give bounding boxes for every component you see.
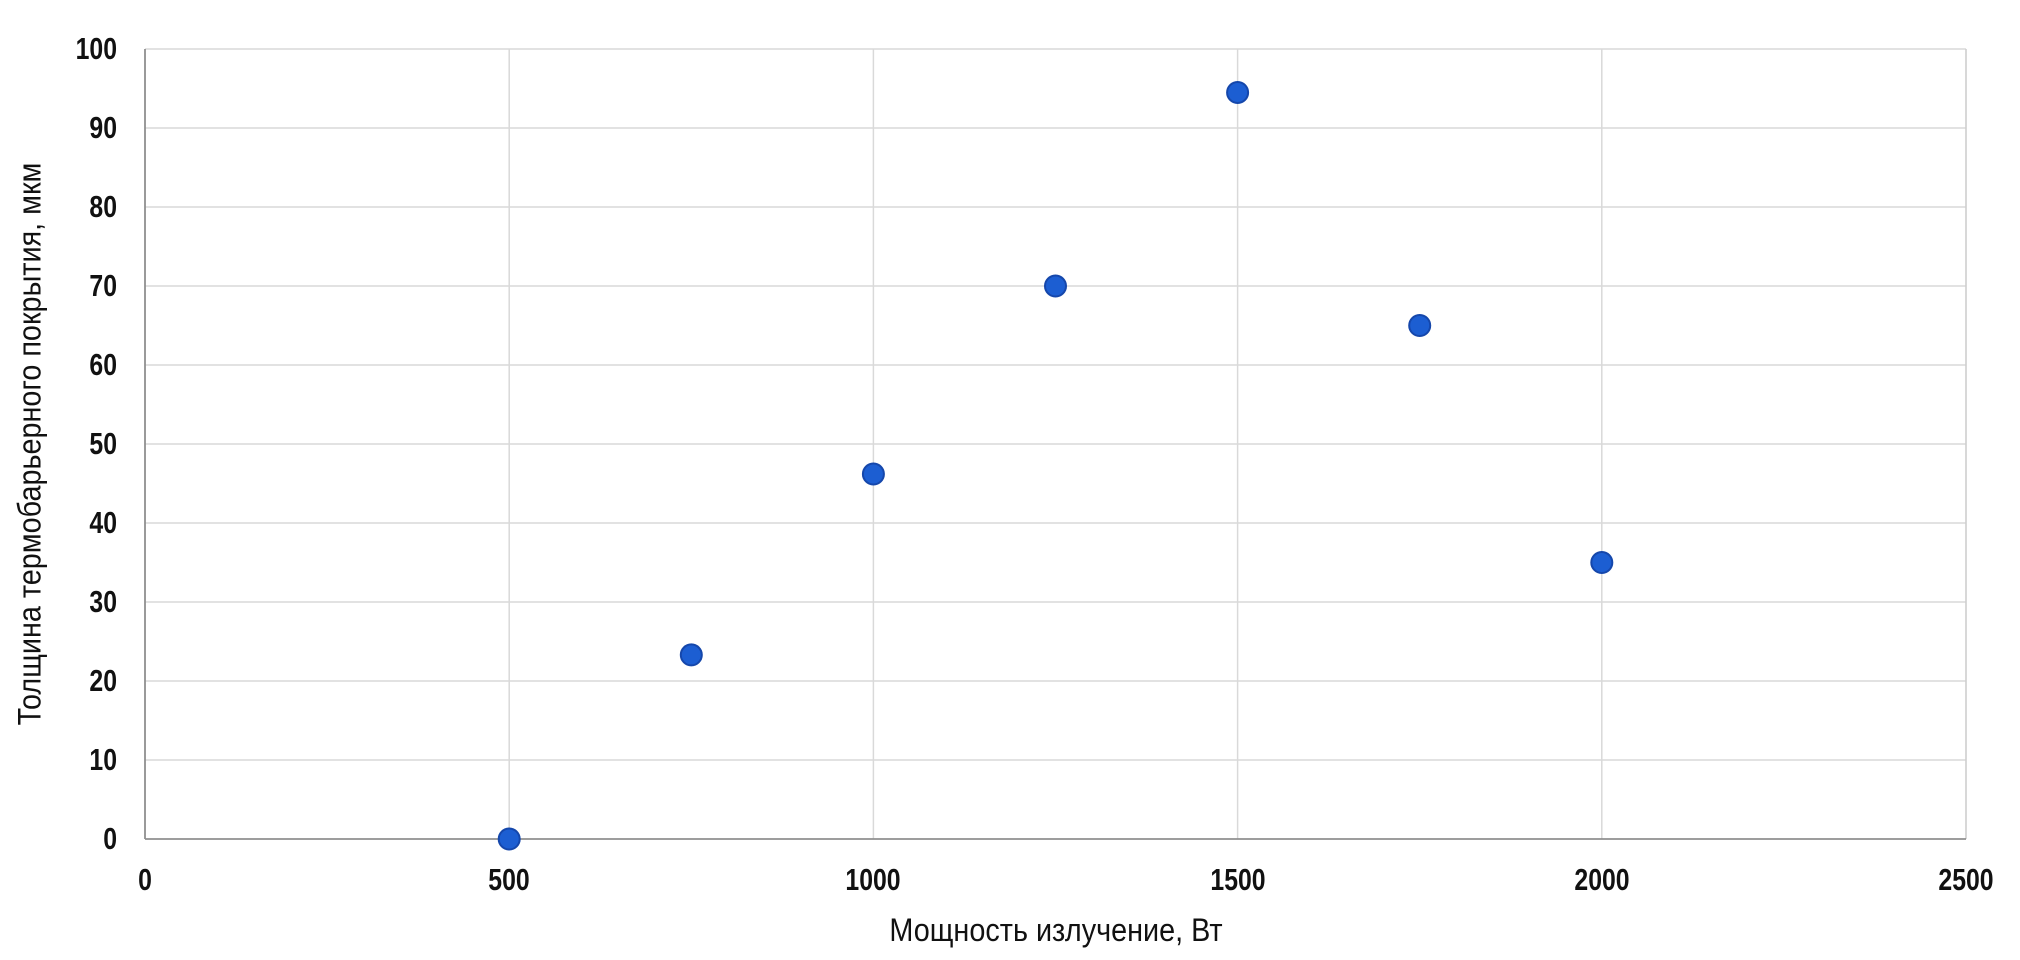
y-tick-label: 60	[89, 347, 117, 382]
x-tick-label: 500	[488, 862, 530, 897]
y-tick-label: 70	[89, 268, 117, 303]
x-axis-title: Мощность излучение, Вт	[889, 912, 1223, 948]
y-tick-label: 20	[89, 663, 117, 698]
x-tick-label: 1000	[845, 862, 901, 897]
data-point	[1590, 551, 1614, 574]
data-point	[861, 462, 885, 486]
y-tick-label: 10	[89, 742, 117, 777]
data-point	[1408, 314, 1432, 337]
data-point	[1226, 80, 1250, 104]
data-point	[497, 827, 521, 851]
y-tick-label: 30	[89, 584, 117, 619]
y-tick-label: 0	[103, 821, 117, 856]
x-tick-label: 2000	[1574, 862, 1630, 897]
y-tick-label: 80	[89, 189, 117, 224]
x-tick-label: 2500	[1938, 862, 1994, 897]
y-axis-title: Толщина термобарьерного покрытия, мкм	[11, 162, 48, 726]
data-point	[1044, 274, 1067, 298]
y-tick-label: 40	[89, 505, 117, 540]
data-point	[679, 643, 703, 667]
x-tick-label: 0	[138, 862, 152, 897]
y-tick-label: 90	[89, 110, 117, 145]
x-tick-label: 1500	[1210, 862, 1266, 897]
y-tick-label: 100	[75, 31, 117, 66]
y-tick-label: 50	[89, 426, 117, 461]
